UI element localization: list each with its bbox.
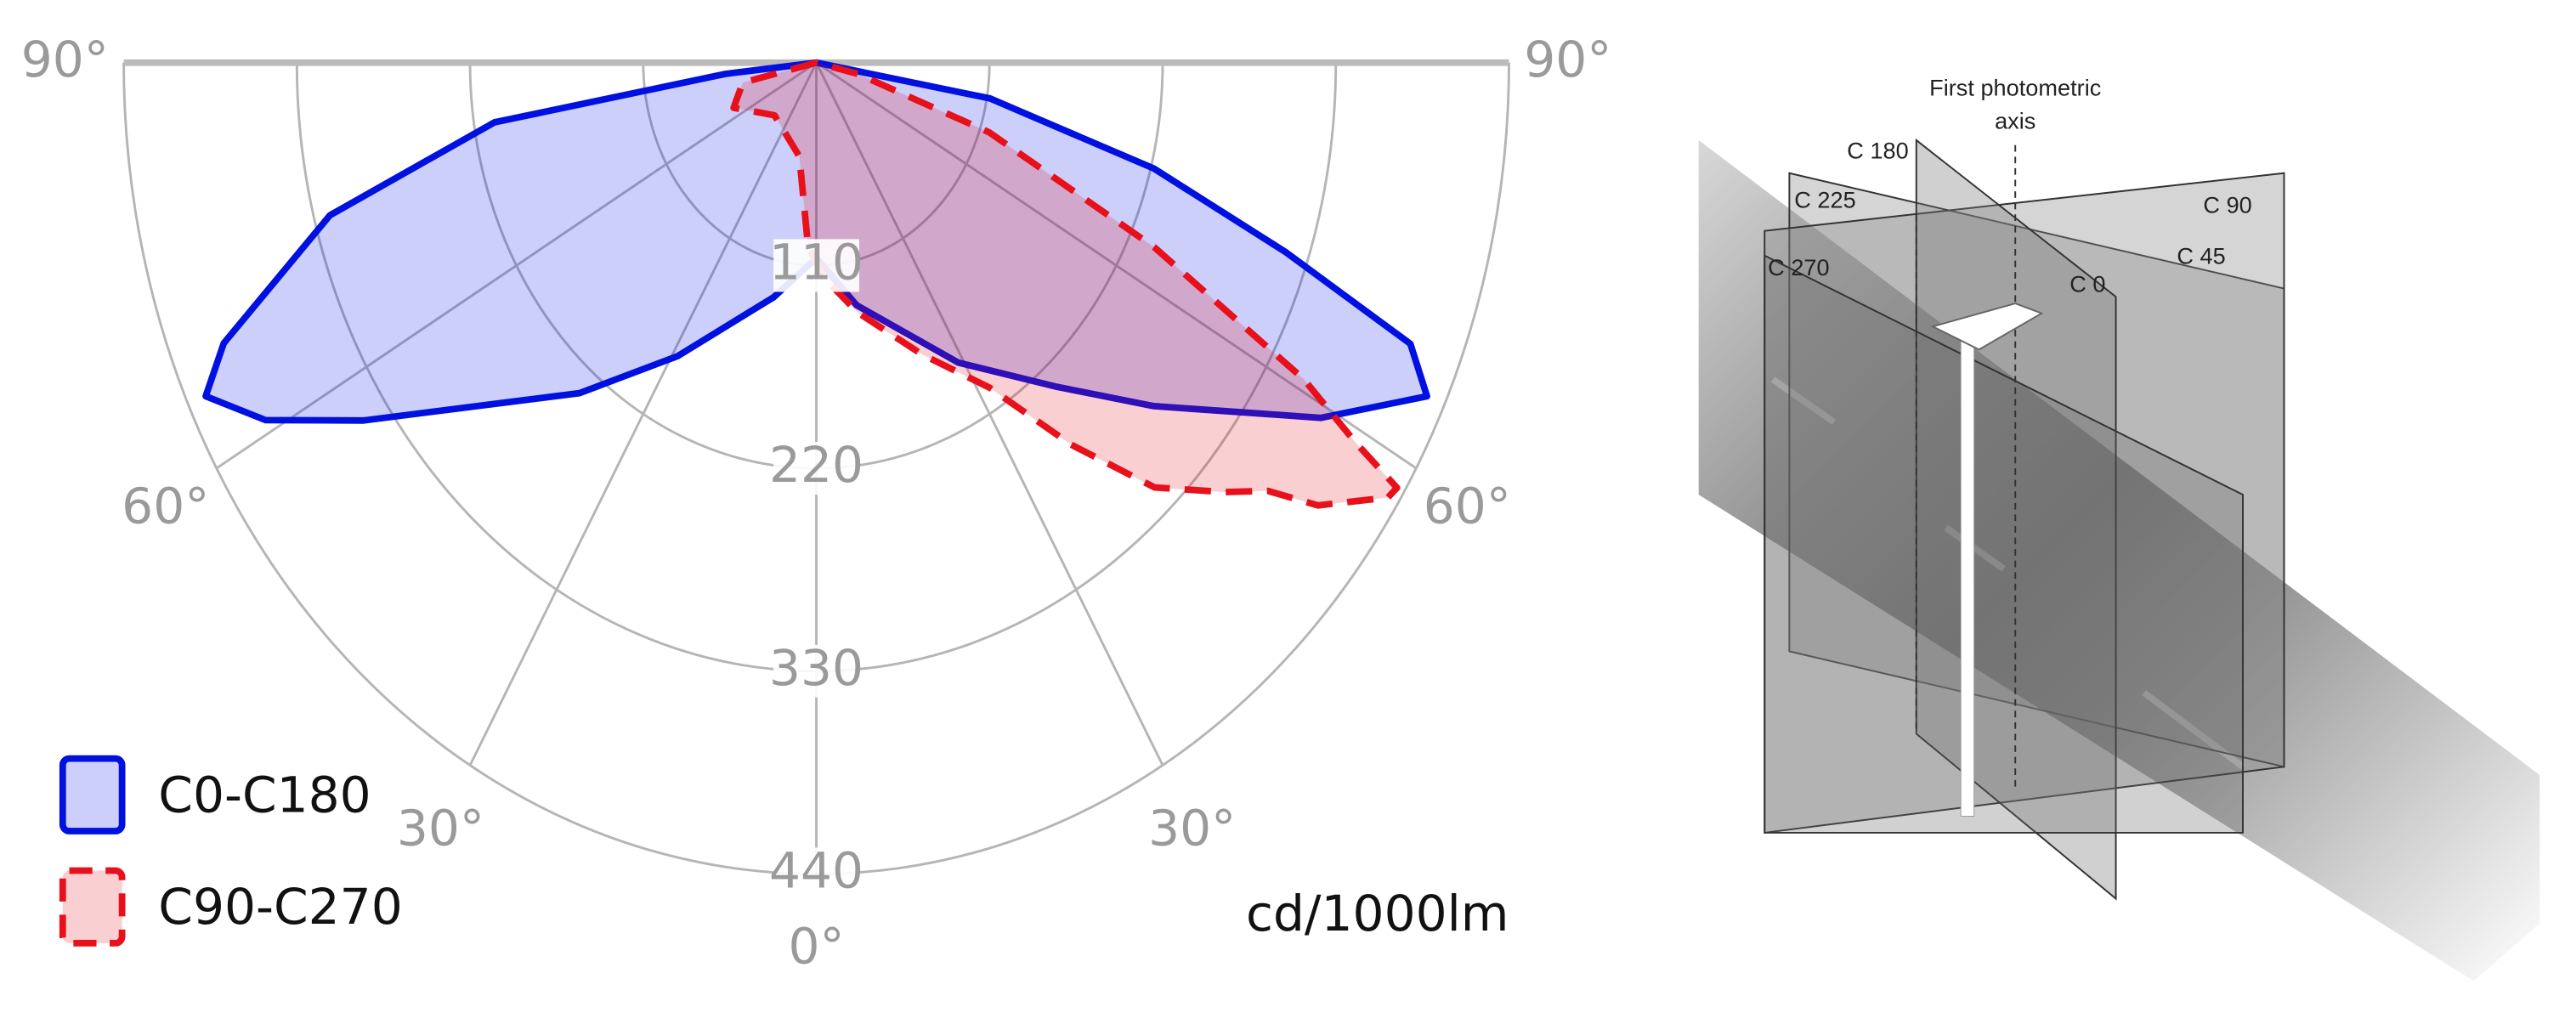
lane-mark: [1944, 524, 2006, 572]
road: [1698, 139, 2540, 982]
grid-spoke: [815, 61, 1418, 470]
tick-label-bg: [773, 239, 859, 292]
legend-swatch: [59, 755, 126, 834]
tick-label-bg: [773, 847, 859, 901]
angle-label: 90°: [21, 31, 109, 88]
legend-label: C0-C180: [158, 766, 371, 823]
angle-label: 60°: [122, 478, 209, 535]
y-tick-label: 440: [769, 842, 863, 900]
legend-label: C90-C270: [158, 878, 402, 936]
luminaire: [1930, 303, 2044, 351]
plane-label: C 90: [2203, 191, 2251, 218]
angle-label: 90°: [1524, 31, 1611, 88]
angle-label: 60°: [1424, 478, 1511, 535]
axis-label: axis: [1995, 107, 2035, 133]
pole: [1960, 337, 1975, 817]
unit-label: cd/1000lm: [1246, 885, 1509, 942]
angle-label: 0°: [788, 917, 844, 975]
plane-label: C 180: [1847, 137, 1908, 163]
y-tick-label: 330: [769, 639, 863, 697]
series-area: [730, 59, 1401, 509]
y-tick-label: 110: [769, 234, 863, 291]
axis-label: First photometric: [1929, 75, 2101, 101]
angle-label: 30°: [397, 800, 484, 857]
angle-label: 30°: [1148, 800, 1236, 857]
grid-spoke: [468, 62, 818, 767]
plane: [1764, 254, 2244, 834]
plane-label: C 45: [2177, 242, 2225, 269]
tick-label-bg: [773, 644, 859, 698]
lane-mark: [2142, 689, 2245, 770]
grid-spoke: [215, 61, 818, 470]
legend-swatch: [59, 867, 126, 947]
plane-label: C 0: [2069, 270, 2105, 297]
tick-label-bg: [773, 442, 859, 495]
photometric-diagram: First photometric axis C 180 C 225 C 90 …: [1698, 75, 2540, 982]
plane-label: C 225: [1794, 186, 1855, 212]
lane-mark: [1770, 376, 1837, 425]
grid-spoke: [815, 62, 1164, 767]
plane-label: C 270: [1768, 254, 1829, 280]
polar-chart: 110 220 330 440 90° 60° 30° 0° 30° 60° 90° cd/1000l…: [21, 31, 1612, 976]
y-tick-label: 220: [769, 436, 863, 494]
